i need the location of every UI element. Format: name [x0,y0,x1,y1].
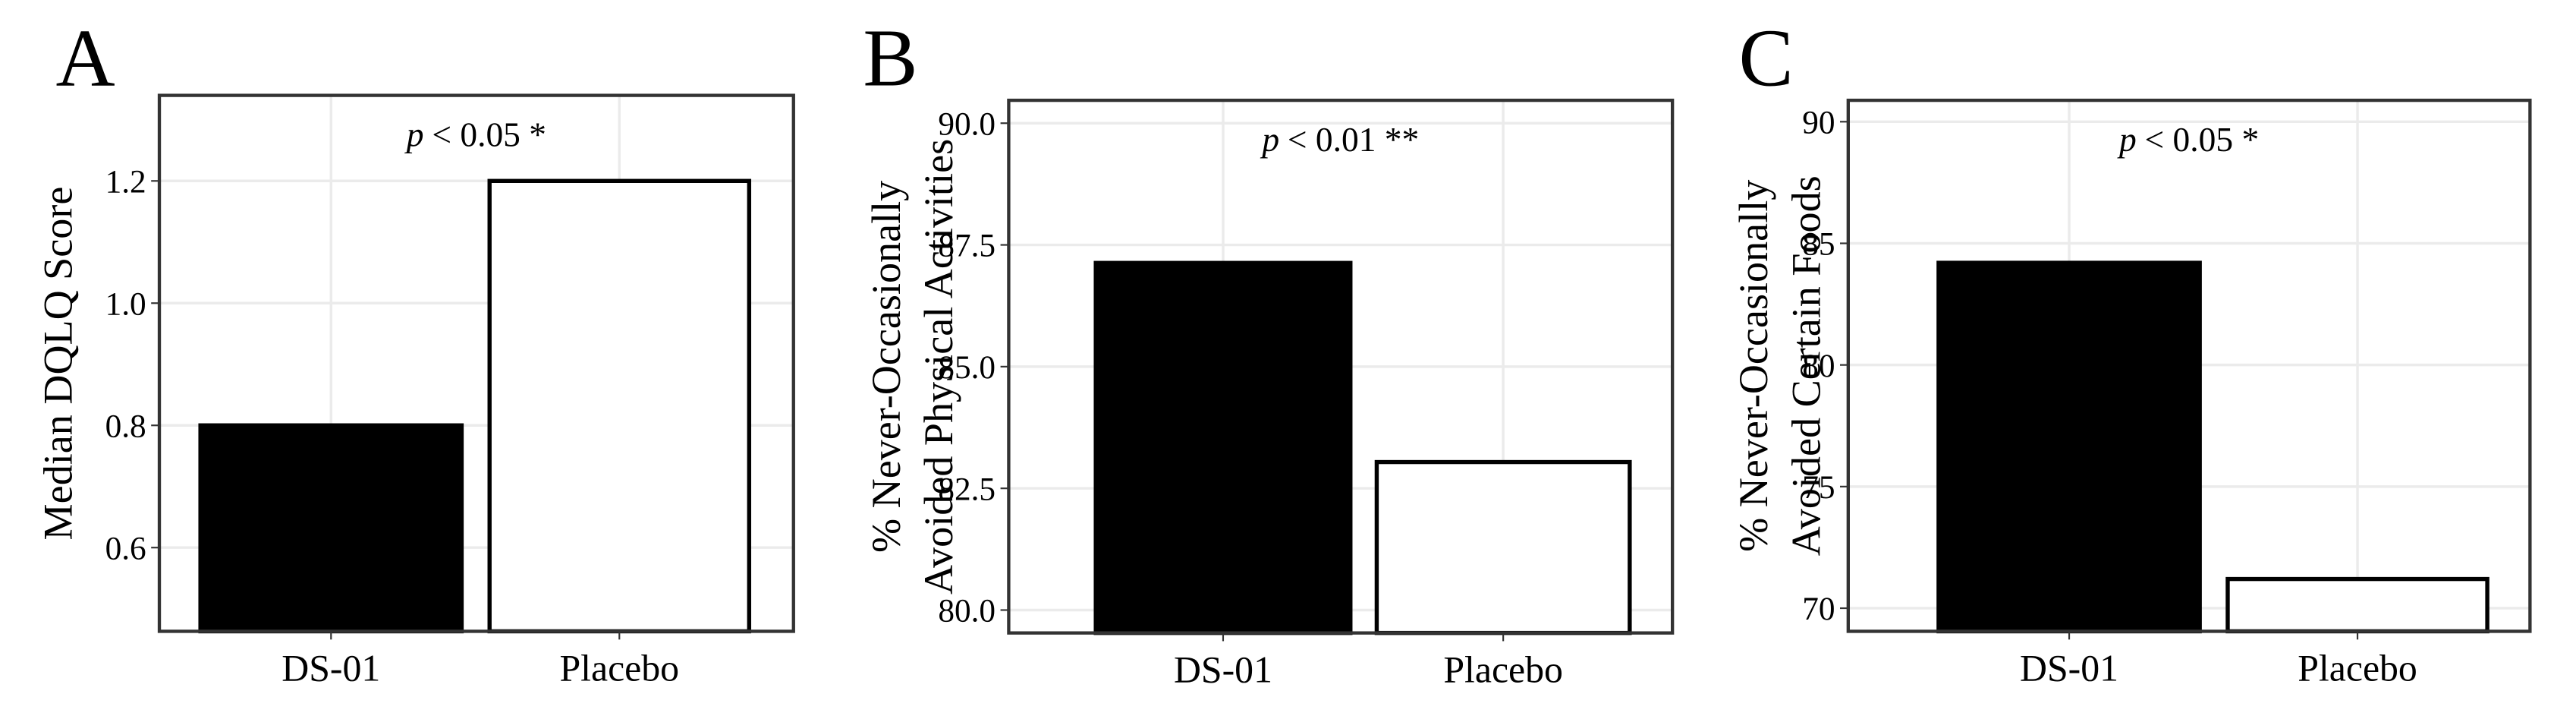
y-tick-label: 85.0 [938,349,995,386]
annotation-p: p [2117,120,2137,159]
annotation-text: < 0.05 * [2145,120,2260,159]
y-tick-label: 80.0 [938,593,995,629]
panel: 70 75 80 85 90 DS-01 Placebo p < 0.05 * % Never-O… [1731,14,2532,689]
y-tick-label: 75 [1802,469,1835,506]
panel-label: B [863,14,917,104]
x-tick-label: Placebo [559,647,679,689]
y-axis-title: Median DQLQ Score [36,187,81,541]
x-tick-label: Placebo [2298,647,2417,689]
bar [1093,260,1353,636]
y-tick-label: 90 [1802,104,1835,140]
annotation: p < 0.01 ** [1260,120,1419,159]
panel: 0.6 0.8 1.0 1.2 DS-01 Placebo p < 0.05 * Median … [36,14,795,689]
y-axis-title: % Never-Occasionally [863,181,909,553]
annotation: p < 0.05 * [404,115,546,154]
bar [487,178,752,634]
y-tick-label: 87.5 [938,228,995,264]
x-tick-label: DS-01 [1174,649,1272,691]
y-tick-label: 82.5 [938,471,995,507]
x-tick-label: DS-01 [2020,647,2118,689]
y-axis-title: Avoided Physical Activities [916,139,961,595]
x-tick-label: DS-01 [282,647,380,689]
bar [1374,459,1632,636]
panel-border [1007,98,1675,635]
panel-label: C [1738,14,1793,104]
panel-border [157,93,795,633]
bar [198,423,464,634]
annotation-text: < 0.01 ** [1288,120,1419,159]
panel-label: A [55,14,115,104]
y-tick-label: 0.6 [105,530,146,566]
panel: 80.0 82.5 85.0 87.5 90.0 DS-01 Placebo p < 0.01 … [863,14,1675,691]
y-axis-title: % Never-Occasionally [1731,180,1776,552]
y-tick-label: 1.0 [105,285,146,322]
y-tick-label: 70 [1802,591,1835,627]
bar [1936,260,2202,634]
y-tick-label: 90.0 [938,106,995,142]
y-tick-label: 0.8 [105,408,146,444]
bar [2225,576,2490,634]
panel-border [1846,98,2532,633]
y-axis-title: Avoided Certain Foods [1783,175,1829,556]
y-tick-label: 85 [1802,226,1835,263]
annotation: p < 0.05 * [2117,120,2259,159]
y-tick-label: 80 [1802,348,1835,384]
annotation-text: < 0.05 * [432,115,546,154]
x-tick-label: Placebo [1443,649,1563,691]
annotation-p: p [1260,120,1279,159]
y-tick-label: 1.2 [105,163,146,200]
annotation-p: p [404,115,424,154]
